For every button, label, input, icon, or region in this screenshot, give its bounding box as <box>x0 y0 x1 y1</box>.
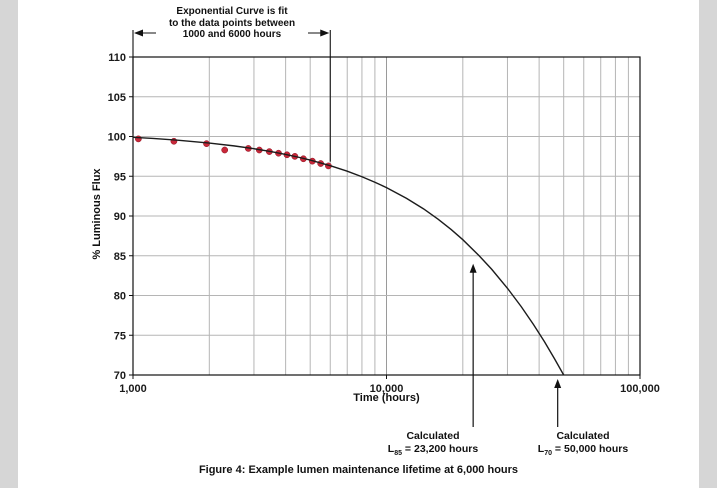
x-tick-label: 1,000 <box>119 383 147 395</box>
y-tick-label: 85 <box>114 251 126 263</box>
y-tick-label: 100 <box>108 132 126 144</box>
y-tick-label: 75 <box>114 330 126 342</box>
l85-hours: = 23,200 hours <box>402 443 479 455</box>
figure-caption: Figure 4: Example lumen maintenance life… <box>198 464 519 476</box>
fit-note-line2: to the data points between <box>168 17 296 29</box>
l70-subscript: 70 <box>544 450 553 458</box>
l85-annotation-label: Calculated <box>406 430 460 442</box>
l70-annotation: Calculated L70 = 50,000 hours <box>527 430 639 460</box>
data-points <box>135 135 332 170</box>
page-gutter-left <box>0 0 18 488</box>
y-tick-label: 90 <box>114 211 126 223</box>
l70-annotation-label: Calculated <box>556 430 610 442</box>
l85-annotation: Calculated L85 = 23,200 hours <box>377 430 489 460</box>
x-axis-title: Time (hours) <box>353 392 420 404</box>
fit-note-line3: 1000 and 6000 hours <box>182 29 282 40</box>
l85-symbol: L <box>387 443 395 455</box>
x-tick-label: 10,000 <box>370 383 404 395</box>
y-tick-label: 110 <box>108 52 126 64</box>
l85-annotation-value: L85 = 23,200 hours <box>377 443 489 460</box>
l70-symbol: L <box>537 443 545 455</box>
fit-note-annotation: Exponential Curve is fit to the data poi… <box>156 6 308 41</box>
fit-note-line1: Exponential Curve is fit <box>176 6 288 17</box>
y-tick-label: 105 <box>108 92 126 104</box>
fit-curve <box>132 136 565 376</box>
l70-hours: = 50,000 hours <box>552 443 629 455</box>
l70-annotation-value: L70 = 50,000 hours <box>527 443 639 460</box>
y-axis-title: % Luminous Flux <box>91 168 103 260</box>
y-tick-label: 95 <box>114 171 126 183</box>
axis-tick-labels: 70 75 80 85 90 95 100 105 110 1,000 10,000 100,000 <box>108 52 660 395</box>
x-tick-label: 100,000 <box>620 383 660 395</box>
page-gutter-right <box>699 0 717 488</box>
y-tick-label: 80 <box>114 291 126 303</box>
y-tick-label: 70 <box>114 370 126 382</box>
l85-subscript: 85 <box>394 450 403 458</box>
grid-lines <box>133 57 640 375</box>
